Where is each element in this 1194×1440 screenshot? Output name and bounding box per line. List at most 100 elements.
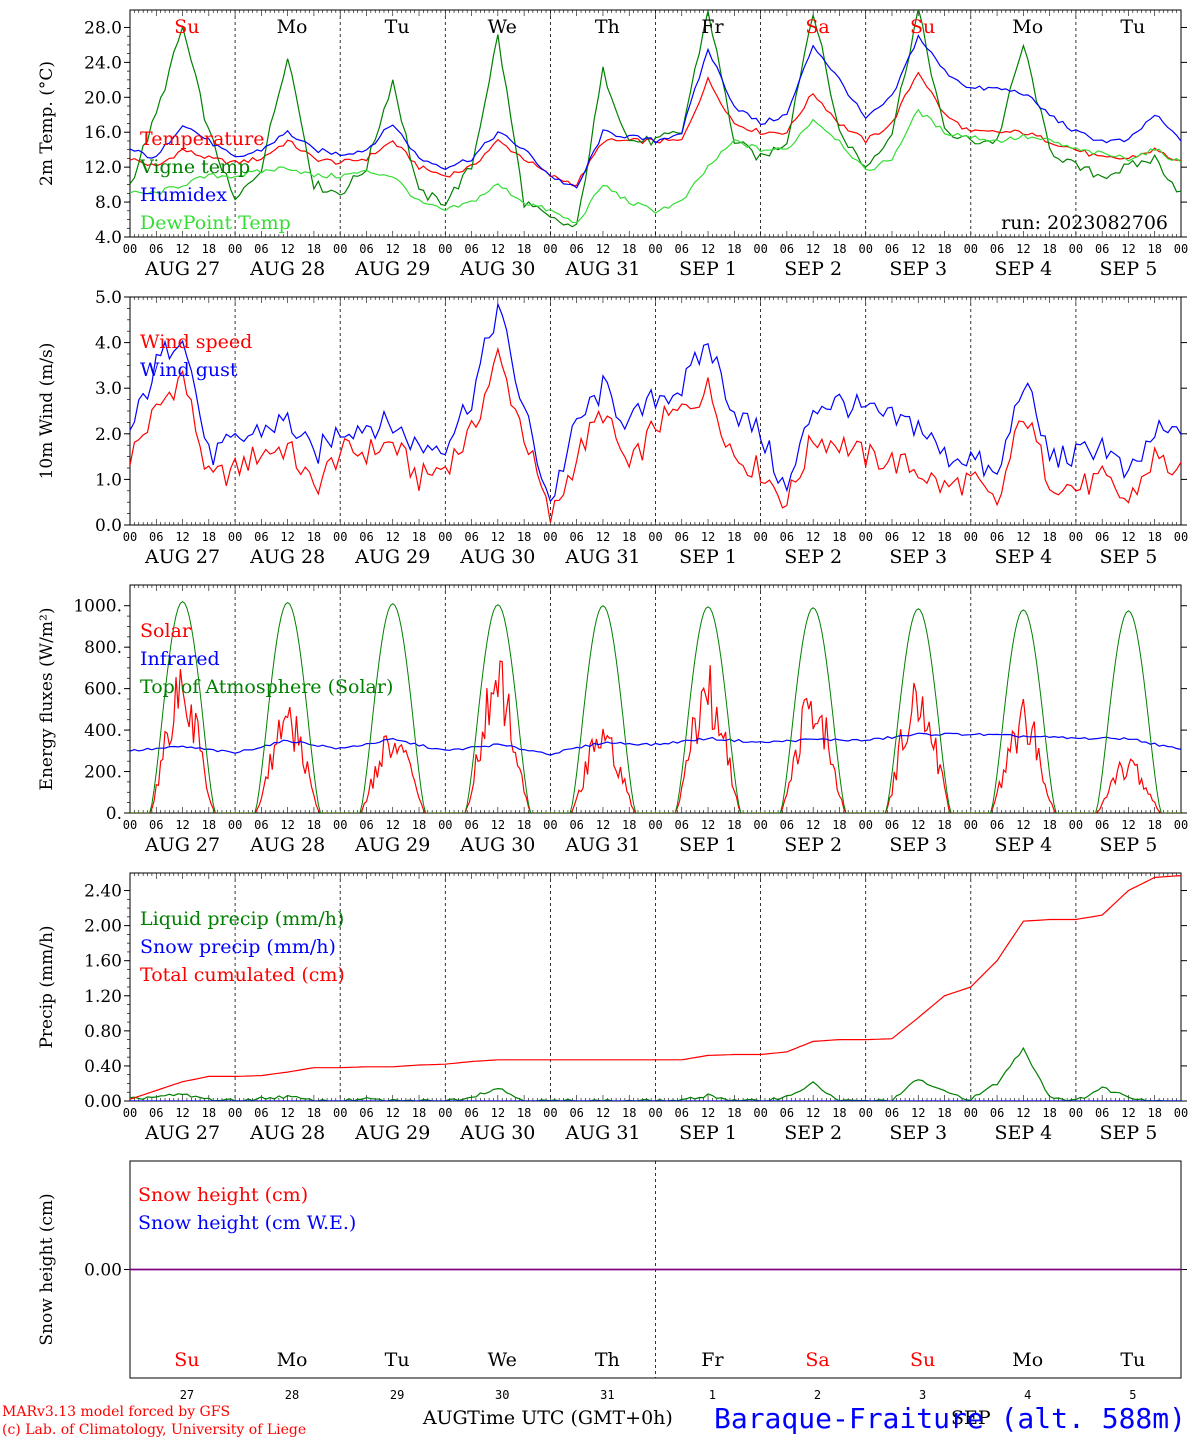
date-label: AUG 28 bbox=[249, 1122, 325, 1144]
hour-label: 00 bbox=[333, 818, 347, 832]
date-label: SEP 3 bbox=[889, 258, 947, 280]
hour-label: 00 bbox=[543, 1106, 557, 1120]
hour-label: 12 bbox=[280, 530, 294, 544]
day-name-bottom: Th bbox=[595, 1349, 620, 1371]
date-label: AUG 27 bbox=[144, 834, 220, 856]
hour-label: 18 bbox=[1042, 530, 1056, 544]
series-line bbox=[130, 660, 1181, 813]
hour-label: 12 bbox=[1016, 818, 1030, 832]
hour-label: 18 bbox=[1147, 1106, 1161, 1120]
hour-label: 00 bbox=[1069, 818, 1083, 832]
hour-label: 06 bbox=[359, 818, 373, 832]
y-tick-label: 3.0 bbox=[95, 379, 122, 399]
hour-label: 18 bbox=[1042, 818, 1056, 832]
hour-label: 12 bbox=[596, 818, 610, 832]
date-label: AUG 29 bbox=[354, 258, 430, 280]
time-axis-label: Time UTC (GMT+0h) bbox=[467, 1407, 673, 1429]
series-line bbox=[130, 1046, 1181, 1101]
bottom-day-number: 27 bbox=[180, 1388, 194, 1402]
legend-entry: Liquid precip (mm/h) bbox=[140, 908, 344, 930]
y-tick-label: 200. bbox=[84, 763, 122, 783]
hour-label: 12 bbox=[1121, 242, 1135, 256]
bottom-day-number: 31 bbox=[600, 1388, 614, 1402]
hour-label: 18 bbox=[622, 818, 636, 832]
series-group bbox=[130, 301, 1181, 523]
day-name: Fr bbox=[701, 16, 724, 38]
hour-label: 18 bbox=[727, 242, 741, 256]
hour-label: 12 bbox=[1016, 242, 1030, 256]
hour-label: 18 bbox=[1147, 818, 1161, 832]
day-name: Mo bbox=[277, 16, 308, 38]
hour-label: 06 bbox=[675, 818, 689, 832]
hour-label: 00 bbox=[228, 818, 242, 832]
date-label: AUG 31 bbox=[564, 834, 640, 856]
hour-label: 12 bbox=[175, 242, 189, 256]
hour-label: 00 bbox=[753, 818, 767, 832]
hour-label: 00 bbox=[438, 242, 452, 256]
day-name-bottom: Mo bbox=[1012, 1349, 1043, 1371]
hour-label: 00 bbox=[543, 530, 557, 544]
hour-label: 18 bbox=[832, 818, 846, 832]
series-line bbox=[130, 875, 1181, 1100]
date-label: SEP 2 bbox=[784, 834, 842, 856]
hour-label: 06 bbox=[464, 818, 478, 832]
date-label: SEP 3 bbox=[889, 834, 947, 856]
day-name: Tu bbox=[1120, 16, 1145, 38]
hour-label: 18 bbox=[412, 1106, 426, 1120]
date-label: AUG 30 bbox=[459, 258, 535, 280]
hour-label: 06 bbox=[254, 1106, 268, 1120]
hour-label: 00 bbox=[858, 818, 872, 832]
hour-label: 06 bbox=[885, 242, 899, 256]
y-tick-label: 0.00 bbox=[84, 1261, 122, 1281]
hour-label: 00 bbox=[1174, 242, 1188, 256]
hour-label: 12 bbox=[806, 530, 820, 544]
hour-label: 12 bbox=[701, 1106, 715, 1120]
date-label: AUG 31 bbox=[564, 546, 640, 568]
credit-line: (c) Lab. of Climatology, University of L… bbox=[2, 1422, 306, 1438]
hour-label: 12 bbox=[1016, 530, 1030, 544]
y-tick-label: 24.0 bbox=[84, 53, 122, 73]
series-line bbox=[130, 71, 1181, 187]
hour-label: 06 bbox=[885, 1106, 899, 1120]
date-label: AUG 27 bbox=[144, 546, 220, 568]
hour-label: 06 bbox=[149, 530, 163, 544]
date-label: AUG 29 bbox=[354, 1122, 430, 1144]
y-tick-label: 2.0 bbox=[95, 425, 122, 445]
hour-label: 00 bbox=[1174, 530, 1188, 544]
series-line bbox=[130, 301, 1181, 503]
hour-label: 00 bbox=[228, 530, 242, 544]
hour-label: 18 bbox=[727, 1106, 741, 1120]
hour-label: 00 bbox=[648, 1106, 662, 1120]
hour-label: 00 bbox=[753, 242, 767, 256]
y-tick-label: 0. bbox=[106, 804, 122, 824]
legend-entry: Temperature bbox=[140, 128, 264, 150]
hour-label: 12 bbox=[386, 818, 400, 832]
hour-label: 18 bbox=[412, 530, 426, 544]
panel-4: 00 06 12 18 00 06 12 18 00 06 12 18 00 06 12 18 00 06 12 18… bbox=[37, 872, 1188, 1144]
hour-label: 18 bbox=[517, 530, 531, 544]
y-tick-label: 0.00 bbox=[84, 1092, 122, 1112]
hour-label: 00 bbox=[648, 530, 662, 544]
hour-label: 00 bbox=[438, 530, 452, 544]
hour-label: 06 bbox=[359, 1106, 373, 1120]
legend-entry: Humidex bbox=[140, 184, 227, 206]
hour-label: 06 bbox=[1095, 1106, 1109, 1120]
hour-label: 00 bbox=[543, 242, 557, 256]
y-tick-label: 2.40 bbox=[84, 882, 122, 902]
hour-label: 06 bbox=[569, 1106, 583, 1120]
date-label: AUG 27 bbox=[144, 1122, 220, 1144]
y-tick-label: 16.0 bbox=[84, 123, 122, 143]
series-line bbox=[130, 346, 1181, 523]
hour-label: 18 bbox=[937, 818, 951, 832]
legend-entry: Wind speed bbox=[140, 331, 252, 353]
hour-label: 00 bbox=[333, 242, 347, 256]
hour-label: 00 bbox=[123, 818, 137, 832]
hour-label: 06 bbox=[464, 242, 478, 256]
date-label: SEP 4 bbox=[994, 546, 1052, 568]
hour-label: 18 bbox=[517, 818, 531, 832]
day-name-bottom: Tu bbox=[1120, 1349, 1145, 1371]
hour-label: 00 bbox=[123, 530, 137, 544]
hour-label: 06 bbox=[780, 1106, 794, 1120]
hour-label: 12 bbox=[491, 1106, 505, 1120]
